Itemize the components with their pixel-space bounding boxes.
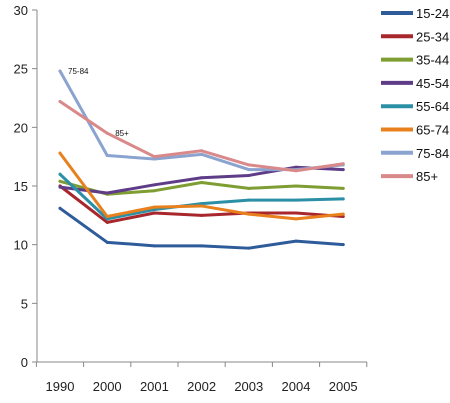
data-point-45-54 xyxy=(105,191,109,195)
legend-label: 25-34 xyxy=(416,29,449,44)
x-tick-label: 2000 xyxy=(93,379,122,394)
data-point-65-74 xyxy=(105,215,109,219)
data-point-65-74 xyxy=(341,212,345,216)
x-tick-label: 2004 xyxy=(282,379,311,394)
data-point-15-24 xyxy=(341,243,345,247)
data-point-35-44 xyxy=(294,184,298,188)
annotation-label: 85+ xyxy=(115,129,129,138)
data-point-75-84 xyxy=(247,168,251,172)
data-point-45-54 xyxy=(200,176,204,180)
data-point-15-24 xyxy=(105,240,109,244)
data-point-55-64 xyxy=(200,202,204,206)
data-point-25-34 xyxy=(152,211,156,215)
x-tick-label: 2002 xyxy=(187,379,216,394)
data-point-45-54 xyxy=(294,165,298,169)
y-axis-ticks: 0 5 10 15 20 25 30 xyxy=(14,3,37,370)
y-tick-label: 25 xyxy=(14,62,28,77)
data-point-45-54 xyxy=(152,183,156,187)
y-tick-label: 20 xyxy=(14,120,28,135)
data-point-85+ xyxy=(341,162,345,166)
data-point-55-64 xyxy=(58,172,62,176)
data-point-15-24 xyxy=(200,244,204,248)
annotations: 75-84 85+ xyxy=(68,67,129,138)
legend-label: 15-24 xyxy=(416,6,449,21)
legend-label: 55-64 xyxy=(416,99,449,114)
data-point-25-34 xyxy=(341,215,345,219)
legend: 15-24 25-34 35-44 45-54 55-64 65-74 75-84 85+ xyxy=(381,6,449,184)
data-point-65-74 xyxy=(294,217,298,221)
data-point-55-64 xyxy=(105,217,109,221)
data-point-75-84 xyxy=(105,153,109,157)
data-point-85+ xyxy=(105,131,109,135)
data-point-85+ xyxy=(294,169,298,173)
data-point-85+ xyxy=(152,155,156,159)
data-point-65-74 xyxy=(247,212,251,216)
data-point-35-44 xyxy=(152,189,156,193)
x-tick-label: 2005 xyxy=(329,379,358,394)
data-point-15-24 xyxy=(152,244,156,248)
data-point-35-44 xyxy=(247,186,251,190)
y-tick-label: 10 xyxy=(14,238,28,253)
legend-label: 65-74 xyxy=(416,123,449,138)
data-point-35-44 xyxy=(341,186,345,190)
data-point-15-24 xyxy=(294,239,298,243)
legend-label: 75-84 xyxy=(416,146,449,161)
x-tick-label: 2001 xyxy=(140,379,169,394)
legend-label: 85+ xyxy=(416,169,438,184)
legend-label: 35-44 xyxy=(416,53,449,68)
data-point-65-74 xyxy=(200,204,204,208)
data-point-75-84 xyxy=(58,69,62,73)
data-point-15-24 xyxy=(247,246,251,250)
data-point-55-64 xyxy=(294,198,298,202)
series-line-85+ xyxy=(58,100,345,173)
data-point-45-54 xyxy=(247,173,251,177)
data-point-85+ xyxy=(58,100,62,104)
data-point-65-74 xyxy=(152,205,156,209)
y-tick-label: 0 xyxy=(21,355,28,370)
data-point-45-54 xyxy=(58,185,62,189)
y-tick-label: 5 xyxy=(21,296,28,311)
data-point-65-74 xyxy=(58,151,62,155)
data-point-35-44 xyxy=(58,179,62,183)
y-tick-label: 15 xyxy=(14,179,28,194)
x-tick-label: 1990 xyxy=(46,379,75,394)
data-point-85+ xyxy=(247,163,251,167)
data-point-25-34 xyxy=(294,211,298,215)
data-point-25-34 xyxy=(200,213,204,217)
data-point-35-44 xyxy=(200,180,204,184)
data-point-45-54 xyxy=(341,168,345,172)
data-point-15-24 xyxy=(58,206,62,210)
data-point-25-34 xyxy=(105,220,109,224)
annotation-label: 75-84 xyxy=(68,67,89,76)
series-lines xyxy=(58,69,345,250)
y-tick-label: 30 xyxy=(14,3,28,18)
legend-label: 45-54 xyxy=(416,76,449,91)
x-tick-label: 2003 xyxy=(234,379,263,394)
x-axis-ticks: 1990 2000 2001 2002 2003 2004 2005 xyxy=(35,362,368,394)
data-point-55-64 xyxy=(247,198,251,202)
data-point-55-64 xyxy=(341,197,345,201)
data-point-75-84 xyxy=(200,152,204,156)
data-point-75-84 xyxy=(152,157,156,161)
data-point-85+ xyxy=(200,149,204,153)
